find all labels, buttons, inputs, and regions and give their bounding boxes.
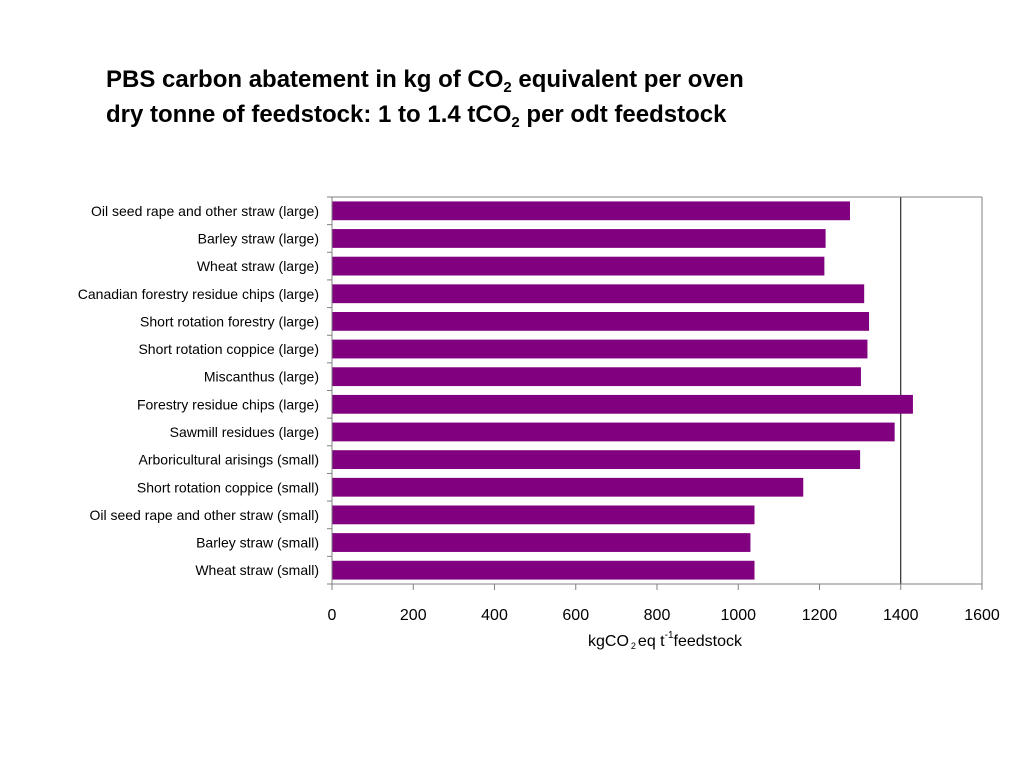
x-tick-label: 1000 [720,607,756,624]
category-label: Wheat straw (large) [197,258,319,274]
x-tick-label: 400 [481,607,508,624]
bar-3 [332,284,865,304]
bar-0 [332,201,850,221]
chart-title-line-2: dry tonne of feedstock: 1 to 1.4 tCO2 pe… [106,101,727,131]
category-label: Short rotation coppice (small) [137,479,319,495]
bar-13 [332,560,755,580]
category-label: Miscanthus (large) [204,369,319,385]
bar-7 [332,394,913,414]
bar-8 [332,422,895,442]
chart-title: PBS carbon abatement in kg of CO2 equiva… [106,62,986,132]
category-label: Barley straw (small) [196,535,319,551]
x-tick-label: 0 [328,607,337,624]
bar-11 [332,505,755,525]
category-label: Forestry residue chips (large) [137,396,319,412]
x-tick-label: 1200 [802,607,838,624]
category-label: Canadian forestry residue chips (large) [78,286,319,302]
bar-2 [332,256,825,276]
category-label: Oil seed rape and other straw (large) [91,203,319,219]
bar-10 [332,477,804,497]
x-tick-label: 800 [644,607,671,624]
category-label: Short rotation forestry (large) [140,313,319,329]
x-axis-label: kgCO 2 eq t-1feedstock [588,630,742,651]
x-tick-label: 1600 [964,607,1000,624]
category-label: Barley straw (large) [198,230,319,246]
category-label: Sawmill residues (large) [170,424,319,440]
bar-12 [332,533,751,552]
category-label: Oil seed rape and other straw (small) [89,507,319,523]
bar-9 [332,450,861,470]
bar-4 [332,311,870,331]
x-tick-label: 200 [400,607,427,624]
x-tick-label: 600 [562,607,589,624]
bar-5 [332,339,868,359]
category-label: Wheat straw (small) [195,562,319,578]
bar-6 [332,367,861,387]
bar-1 [332,229,826,248]
x-tick-label: 1400 [883,607,919,624]
category-label: Arboricultural arisings (small) [139,452,320,468]
category-label: Short rotation coppice (large) [138,341,319,357]
chart-title-line-1: PBS carbon abatement in kg of CO2 equiva… [106,66,744,96]
